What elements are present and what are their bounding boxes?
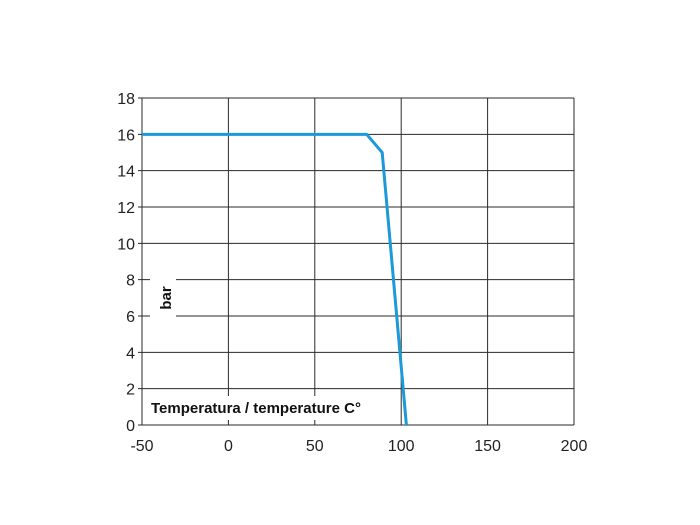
- y-tick-label: 14: [117, 164, 135, 181]
- y-tick-label: 6: [126, 309, 135, 326]
- y-tick-label: 10: [117, 236, 135, 253]
- y-axis-label: bar: [158, 286, 175, 310]
- y-tick-label: 4: [126, 345, 135, 362]
- x-tick-label: 0: [224, 438, 233, 455]
- x-tick-label: 150: [474, 438, 501, 455]
- x-tick-label: 100: [388, 438, 415, 455]
- grid-layer: [138, 98, 574, 425]
- y-tick-label: 2: [126, 382, 135, 399]
- y-tick-label: 0: [126, 418, 135, 435]
- y-tick-label: 8: [126, 273, 135, 290]
- x-axis-label: Temperatura / temperature C°: [151, 400, 361, 417]
- y-tick-label: 12: [117, 200, 135, 217]
- y-tick-label: 18: [117, 91, 135, 108]
- x-tick-label: -50: [130, 438, 153, 455]
- axis-labels-layer: bar Temperatura / temperature C°: [146, 278, 398, 420]
- x-tick-label: 50: [306, 438, 324, 455]
- x-tick-label: 200: [561, 438, 588, 455]
- y-tick-label: 16: [117, 127, 135, 144]
